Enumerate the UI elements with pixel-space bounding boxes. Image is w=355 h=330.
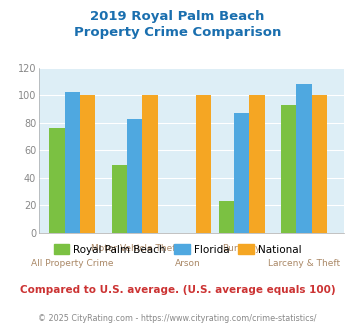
Legend: Royal Palm Beach, Florida, National: Royal Palm Beach, Florida, National [49, 240, 306, 259]
Bar [219, 201, 234, 233]
Text: Larceny & Theft: Larceny & Theft [268, 259, 340, 268]
Bar [142, 95, 158, 233]
Bar [49, 128, 65, 233]
Bar [80, 95, 95, 233]
Bar [234, 113, 249, 233]
Bar [112, 165, 127, 233]
Text: All Property Crime: All Property Crime [31, 259, 114, 268]
Bar [296, 84, 312, 233]
Text: © 2025 CityRating.com - https://www.cityrating.com/crime-statistics/: © 2025 CityRating.com - https://www.city… [38, 314, 317, 323]
Bar [127, 118, 142, 233]
Text: Arson: Arson [175, 259, 201, 268]
Bar [249, 95, 264, 233]
Bar [65, 92, 80, 233]
Text: Burglary: Burglary [223, 244, 261, 253]
Text: Compared to U.S. average. (U.S. average equals 100): Compared to U.S. average. (U.S. average … [20, 285, 335, 295]
Bar [312, 95, 327, 233]
Text: Motor Vehicle Theft: Motor Vehicle Theft [91, 244, 179, 253]
Bar [281, 105, 296, 233]
Bar [196, 95, 211, 233]
Text: 2019 Royal Palm Beach
Property Crime Comparison: 2019 Royal Palm Beach Property Crime Com… [74, 10, 281, 39]
